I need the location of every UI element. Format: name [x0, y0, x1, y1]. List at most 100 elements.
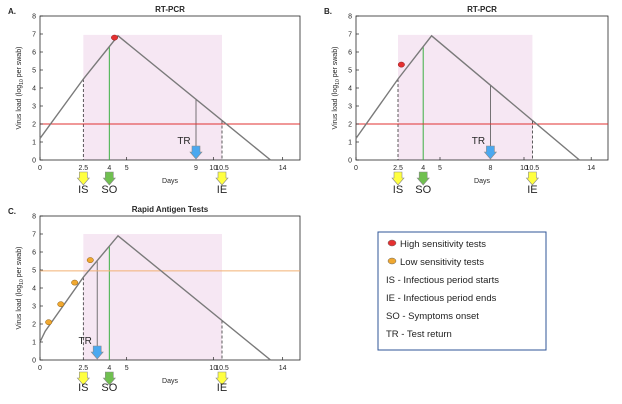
x-tick-label: 5: [125, 165, 129, 172]
legend-box: High sensitivity tests Low sensitivity te…: [377, 231, 547, 351]
y-tick-label: 6: [32, 250, 36, 257]
test-return-label: TR: [177, 136, 190, 147]
y-axis-label-main: Virus load (log: [16, 85, 23, 130]
legend-item-label: IS - Infectious period starts: [386, 275, 499, 286]
x-tick-label: 10: [209, 365, 217, 372]
x-tick-label: 10: [209, 165, 217, 172]
y-tick-label: 6: [32, 50, 36, 57]
y-axis-label-subscript: 10: [19, 79, 25, 85]
panel-label: C.: [8, 207, 16, 216]
event-label-is: IS: [78, 382, 88, 394]
x-axis-label: Days: [474, 178, 490, 185]
y-tick-label: 7: [32, 232, 36, 239]
y-tick-label: 3: [32, 104, 36, 111]
panel-label: A.: [8, 7, 16, 16]
y-tick-label: 1: [32, 140, 36, 147]
event-tick-label: 9: [194, 165, 198, 172]
event-label-ie: IE: [527, 184, 537, 196]
chart-panel-c: 0 1 2 3 4 5 6 7 8 0 5 10 14 2.5 4 10.5 Days Virus load (l…: [8, 205, 301, 394]
event-tick-label: 4: [107, 365, 111, 372]
is-arrow-icon: [391, 171, 405, 186]
event-tick-label: 4: [107, 165, 111, 172]
x-tick-label: 5: [125, 365, 129, 372]
test-return-label: TR: [472, 136, 485, 147]
x-tick-label: 14: [587, 165, 595, 172]
event-tick-label: 10.5: [215, 165, 229, 172]
y-tick-label: 8: [32, 14, 36, 21]
y-tick-label: 0: [348, 158, 352, 165]
high-sensitivity-test-point: [111, 34, 118, 41]
event-tick-label: 8: [488, 165, 492, 172]
y-tick-label: 4: [32, 86, 36, 93]
event-tick-label: 4: [421, 165, 425, 172]
x-tick-label: 14: [279, 165, 287, 172]
infectious-period-shade: [398, 34, 533, 160]
event-tick-label: 10.5: [215, 365, 229, 372]
is-arrow-icon: [76, 371, 90, 386]
low-sensitivity-test-point: [45, 319, 53, 326]
y-tick-label: 2: [32, 322, 36, 329]
ie-arrow-icon: [215, 371, 229, 386]
panel-label: B.: [324, 7, 332, 16]
x-tick-label: 0: [38, 365, 42, 372]
chart-title: RT-PCR: [467, 5, 497, 14]
so-arrow-icon: [102, 171, 116, 186]
event-label-so: SO: [101, 382, 117, 394]
event-label-is: IS: [78, 184, 88, 196]
x-tick-label: 0: [354, 165, 358, 172]
y-tick-label: 4: [32, 286, 36, 293]
y-tick-label: 5: [32, 268, 36, 275]
legend-item-label: High sensitivity tests: [400, 239, 486, 250]
y-tick-label: 5: [32, 68, 36, 75]
x-tick-label: 0: [38, 165, 42, 172]
event-label-ie: IE: [217, 184, 227, 196]
y-tick-label: 3: [32, 304, 36, 311]
y-tick-label: 0: [32, 158, 36, 165]
y-tick-label: 2: [32, 122, 36, 129]
y-tick-label: 3: [348, 104, 352, 111]
y-axis-label: Virus load (log10 per swab): [16, 47, 25, 130]
y-tick-label: 7: [348, 32, 352, 39]
viral-load-line: [355, 34, 580, 161]
event-label-is: IS: [393, 184, 403, 196]
y-tick-label: 5: [348, 68, 352, 75]
y-tick-label: 8: [348, 14, 352, 21]
event-label-ie: IE: [217, 382, 227, 394]
x-axis-label: Days: [162, 178, 178, 185]
legend-item-label: Low sensitivity tests: [400, 257, 484, 268]
so-arrow-icon: [416, 171, 430, 186]
ie-arrow-icon: [525, 171, 540, 186]
legend-frame: [377, 231, 547, 351]
low-sensitivity-test-point: [71, 279, 79, 286]
so-arrow-icon: [102, 371, 116, 386]
y-tick-label: 2: [348, 122, 352, 129]
y-axis-label-tail: per swab): [332, 47, 339, 80]
event-tick-label: 2.5: [78, 365, 88, 372]
is-arrow-icon: [76, 171, 90, 186]
y-tick-label: 1: [32, 340, 36, 347]
event-tick-label: 2.5: [78, 165, 88, 172]
infectious-period-shade: [83, 34, 222, 160]
test-return-arrow-icon: [189, 145, 203, 160]
legend-item-label: IE - Infectious period ends: [386, 293, 497, 304]
chart-panel-b: 0 1 2 3 4 5 6 7 8 0 5 10 14 2.5 4 8 10.5 Days Virus load (…: [324, 5, 609, 196]
x-tick-label: 10: [520, 165, 528, 172]
y-axis-label-tail: per swab): [16, 47, 23, 80]
y-axis-label-subscript: 10: [19, 279, 25, 285]
x-tick-label: 5: [438, 165, 442, 172]
chart-title: RT-PCR: [155, 5, 185, 14]
high-sensitivity-marker-icon: [387, 239, 397, 247]
event-tick-label: 10.5: [526, 165, 540, 172]
y-tick-label: 4: [348, 86, 352, 93]
legend-item-label: SO - Symptoms onset: [386, 311, 479, 322]
legend-item-label: TR - Test return: [386, 329, 452, 340]
high-sensitivity-test-point: [397, 61, 405, 68]
test-return-arrow-icon: [483, 145, 498, 160]
ie-arrow-icon: [215, 171, 229, 186]
low-sensitivity-test-point: [86, 257, 94, 263]
low-sensitivity-marker-icon: [387, 257, 397, 265]
chart-title: Rapid Antigen Tests: [132, 205, 209, 214]
chart-panel-a: 0 1 2 3 4 5 6 7 8 0 5 10 14 2.5 4 9 10.5 Days Virus load (…: [8, 5, 301, 196]
low-sensitivity-test-point: [57, 301, 65, 308]
